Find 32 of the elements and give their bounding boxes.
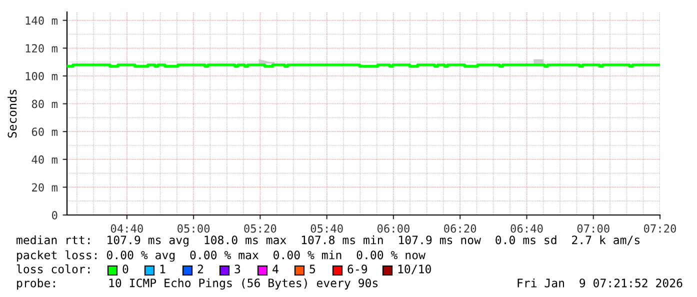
x-tick-label: 06:20 bbox=[444, 224, 476, 233]
y-tick-label: 60 m bbox=[32, 128, 58, 136]
text: Fri Jan 9 07:21:52 2026 bbox=[518, 278, 682, 288]
y-tick-label: 140 m bbox=[26, 16, 58, 25]
x-tick-label: 05:40 bbox=[310, 224, 343, 233]
text: 6-9 bbox=[348, 264, 368, 274]
x-tick-label: 07:00 bbox=[577, 224, 610, 233]
y-tick-label: 100 m bbox=[26, 72, 58, 80]
text: 10/10 bbox=[398, 264, 431, 274]
text: loss color: bbox=[16, 264, 90, 274]
y-tick-label: 80 m bbox=[32, 100, 58, 108]
y-tick-label: 20 m bbox=[32, 183, 58, 192]
text: 3 bbox=[234, 264, 240, 274]
x-tick-label: 07:20 bbox=[644, 224, 676, 233]
x-tick-label: 06:00 bbox=[377, 224, 410, 233]
text: 10 ICMP Echo Pings (56 Bytes) every 90s bbox=[109, 278, 378, 290]
text: 0 bbox=[122, 264, 128, 274]
text: 1 bbox=[160, 264, 166, 274]
text: probe: bbox=[17, 278, 55, 290]
y-tick-label: 120 m bbox=[26, 44, 58, 53]
text: 4 bbox=[272, 264, 278, 274]
x-tick-label: 05:00 bbox=[178, 224, 210, 233]
x-tick-label: 05:20 bbox=[244, 224, 276, 233]
y-tick-label: 0 bbox=[52, 211, 58, 220]
y-axis-title: Seconds bbox=[8, 90, 17, 138]
y-tick-label: 40 m bbox=[32, 155, 58, 164]
text: packet loss: 0.00 % avg 0.00 % max 0.00 % min 0.00 % now bbox=[17, 250, 426, 262]
text: median rtt: 107.9 ms avg 108.0 ms max 107.8 ms min 107.9 ms now 0.0 ms sd 2.7 k am/s bbox=[16, 235, 640, 247]
x-tick-label: 04:40 bbox=[110, 224, 143, 233]
text: 2 bbox=[198, 264, 203, 274]
text: 5 bbox=[310, 264, 316, 274]
x-tick-label: 06:40 bbox=[510, 224, 543, 233]
